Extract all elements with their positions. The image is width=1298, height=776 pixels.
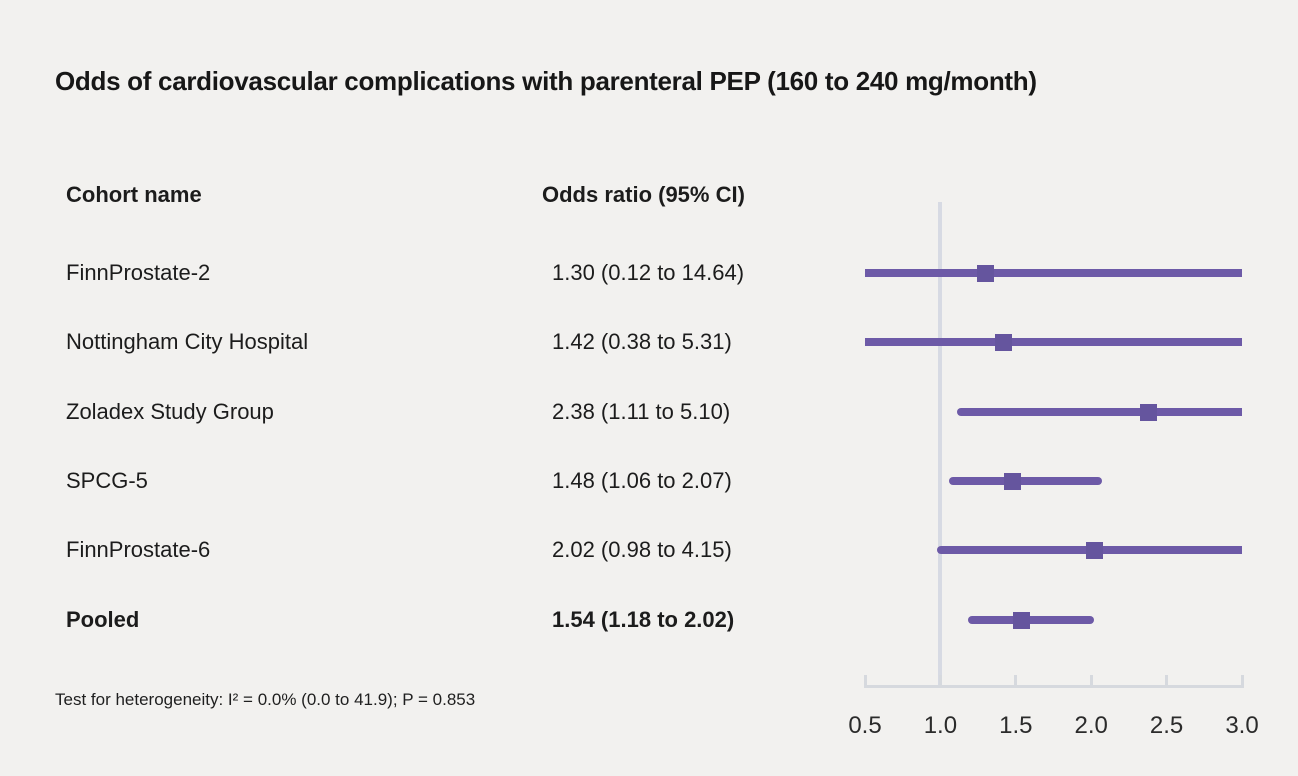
x-axis-tick-label: 3.0	[1225, 712, 1259, 739]
cohort-name: FinnProstate-6	[66, 537, 211, 562]
pooled-estimate-marker	[1013, 611, 1031, 629]
odds-ratio-marker	[977, 264, 995, 282]
odds-ratio-marker	[1085, 541, 1103, 559]
x-axis-tick	[863, 675, 867, 685]
confidence-interval-line	[865, 269, 1242, 277]
x-axis-tick-label: 1.5	[999, 712, 1033, 739]
x-axis-tick	[938, 675, 942, 685]
x-axis-tick	[1165, 675, 1169, 685]
x-axis-tick-label: 0.5	[848, 712, 882, 739]
cohort-name: SPCG-5	[66, 468, 148, 493]
odds-ratio-value: 2.02 (0.98 to 4.15)	[552, 537, 732, 562]
x-axis-tick-label: 2.5	[1149, 712, 1184, 739]
x-axis-line	[864, 685, 1244, 688]
confidence-interval-line	[949, 477, 1102, 485]
x-axis-tick	[1089, 675, 1093, 685]
odds-ratio-value: 2.38 (1.11 to 5.10)	[552, 399, 731, 424]
x-axis-tick-label: 1.0	[923, 712, 958, 739]
cohort-name: FinnProstate-2	[66, 260, 211, 285]
cohort-name: Pooled	[66, 607, 140, 632]
odds-ratio-marker	[995, 333, 1013, 351]
confidence-interval-line	[937, 546, 1242, 554]
column-header-cohort: Cohort name	[66, 182, 202, 207]
chart-title: Odds of cardiovascular complications wit…	[55, 66, 1037, 96]
reference-line	[938, 202, 943, 688]
odds-ratio-marker	[1140, 403, 1157, 421]
cohort-name: Zoladex Study Group	[66, 399, 274, 424]
x-axis-tick-label: 2.0	[1074, 712, 1108, 739]
confidence-interval-line	[956, 408, 1242, 416]
column-header-odds-ratio: Odds ratio (95% CI)	[542, 182, 745, 207]
heterogeneity-footnote: Test for heterogeneity: I² = 0.0% (0.0 t…	[55, 690, 476, 709]
odds-ratio-value: 1.30 (0.12 to 14.64)	[552, 260, 745, 285]
x-axis-tick	[1240, 675, 1244, 685]
odds-ratio-value: 1.42 (0.38 to 5.31)	[552, 329, 732, 354]
x-axis-tick	[1014, 675, 1018, 685]
cohort-name: Nottingham City Hospital	[66, 329, 309, 354]
odds-ratio-value: 1.48 (1.06 to 2.07)	[552, 468, 732, 493]
confidence-interval-line	[967, 616, 1095, 624]
odds-ratio-value: 1.54 (1.18 to 2.02)	[552, 607, 735, 632]
confidence-interval-line	[865, 338, 1242, 346]
odds-ratio-marker	[1004, 472, 1022, 490]
